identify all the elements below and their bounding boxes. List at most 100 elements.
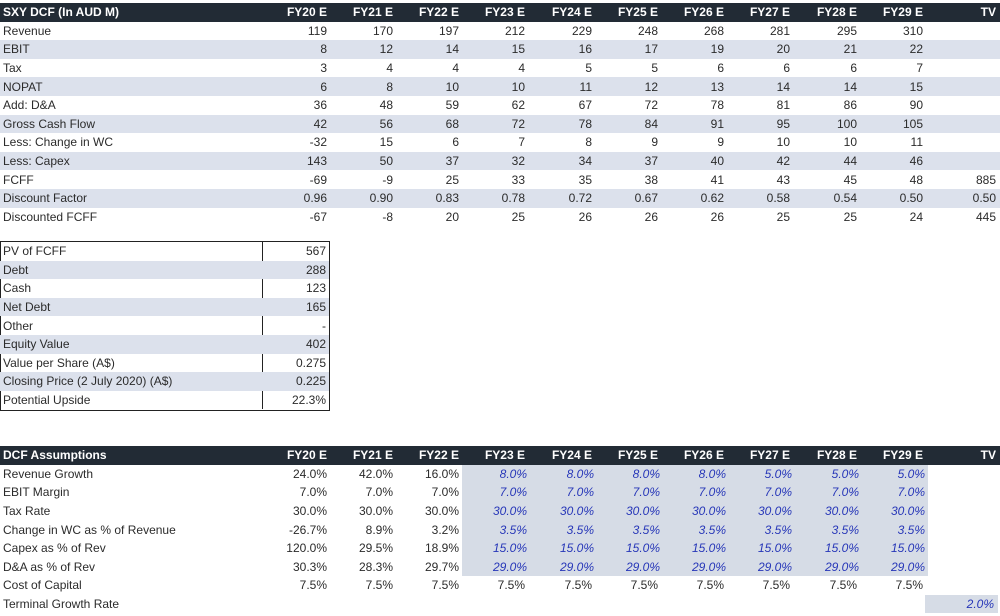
dcf-row: FCFF -69 -9 25 33 35 38 41 43 45 48 885 (0, 170, 1000, 189)
dcf-value: 7 (518, 135, 525, 150)
dcf-value: -69 (309, 172, 327, 187)
assump-value: 29.0% (595, 557, 663, 577)
assump-row-label: Revenue Growth (3, 466, 94, 481)
dcf-value: 119 (307, 23, 327, 38)
assump-value: 24.0% (292, 466, 327, 481)
assump-value (932, 576, 996, 595)
assump-value: 8.9% (365, 522, 393, 537)
dcf-value: 68 (445, 116, 459, 131)
assump-value: 3.5% (661, 520, 729, 539)
dcf-value: 229 (571, 23, 592, 38)
dcf-year-header: FY23 E (484, 5, 525, 20)
dcf-row-label: Discounted FCFF (3, 209, 98, 224)
assump-value (932, 558, 996, 577)
dcf-value: 295 (836, 23, 857, 38)
dcf-value: 19 (710, 42, 724, 57)
assump-value: 7.0% (462, 483, 530, 502)
dcf-value: 84 (644, 116, 658, 131)
dcf-value: 0.54 (833, 191, 857, 206)
dcf-value: 12 (644, 79, 658, 94)
dcf-value: 26 (578, 209, 592, 224)
assump-value: 5.0% (793, 464, 862, 484)
valuation-value: 402 (305, 337, 326, 352)
assump-value: 7.0% (793, 483, 862, 502)
assump-value: 7.5% (431, 578, 459, 593)
dcf-value: 42 (313, 116, 327, 131)
assump-row: Cost of Capital 7.5% 7.5% 7.5% 7.5% 7.5% 7.5% 7… (0, 576, 1000, 595)
dcf-value (932, 77, 996, 96)
dcf-value: 11 (579, 79, 592, 94)
dcf-value: 9 (651, 135, 658, 150)
dcf-value: 46 (909, 154, 923, 169)
dcf-value: 41 (710, 172, 724, 187)
assump-row-label: Cost of Capital (3, 578, 82, 593)
assump-year-header: FY20 E (286, 448, 327, 463)
assump-value (932, 520, 996, 539)
dcf-value: 0.96 (303, 191, 327, 206)
assump-value: 3.5% (528, 520, 597, 539)
assump-value: 3.2% (431, 522, 459, 537)
dcf-value: 4 (386, 61, 393, 76)
assump-value: 7.0% (528, 483, 597, 502)
dcf-value: 8 (585, 135, 592, 150)
valuation-row: Cash 123 (0, 279, 329, 298)
dcf-value: 0.50 (899, 191, 923, 206)
dcf-row: EBIT 8 12 14 15 16 17 19 20 21 22 (0, 40, 1000, 59)
assump-value: 30.0% (292, 504, 327, 519)
dcf-value: 6 (850, 61, 857, 76)
dcf-value: 10 (843, 135, 857, 150)
assump-value: 7.0% (365, 485, 393, 500)
dcf-value: 44 (843, 154, 857, 169)
dcf-value: 56 (379, 116, 393, 131)
dcf-value: 15 (909, 79, 923, 94)
dcf-value: 11 (910, 135, 923, 150)
dcf-value: 3 (320, 61, 327, 76)
valuation-label: Net Debt (3, 300, 51, 315)
assump-year-header: FY26 E (683, 448, 724, 463)
dcf-value (932, 133, 996, 152)
assump-row: Tax Rate 30.0% 30.0% 30.0% 30.0% 30.0% 30.0% 30… (0, 501, 1000, 521)
dcf-value: -32 (309, 135, 327, 150)
dcf-value: 26 (710, 209, 724, 224)
valuation-row: Potential Upside 22.3% (0, 391, 329, 410)
assump-value: 29.0% (860, 557, 928, 577)
assump-value: 7.0% (860, 483, 928, 502)
dcf-year-header: FY29 E (882, 5, 923, 20)
assump-value: 15.0% (727, 539, 795, 558)
dcf-value: 95 (776, 116, 790, 131)
valuation-label: Cash (3, 281, 32, 296)
dcf-value: 67 (578, 98, 592, 113)
assump-value: 8.0% (462, 464, 530, 484)
assump-value: 7.5% (630, 578, 658, 593)
valuation-value: 288 (305, 262, 326, 277)
valuation-row: Value per Share (A$) 0.275 (0, 354, 329, 373)
assump-year-header: FY28 E (816, 448, 857, 463)
valuation-label: Equity Value (3, 337, 70, 352)
assump-value: 30.0% (793, 501, 862, 521)
dcf-row-label: Less: Capex (3, 154, 70, 169)
dcf-value: 310 (902, 23, 923, 38)
dcf-row: Less: Change in WC -32 15 6 7 8 9 9 10 10 11 (0, 133, 1000, 152)
dcf-year-header: FY25 E (617, 5, 658, 20)
assump-value: 3.5% (462, 520, 530, 539)
dcf-value: 33 (511, 172, 525, 187)
assump-value: 15.0% (860, 539, 928, 558)
terminal-growth-row: Terminal Growth Rate 2.0% (0, 594, 1000, 614)
assump-value (932, 483, 996, 502)
assump-row: Change in WC as % of Revenue -26.7% 8.9% 3.… (0, 520, 1000, 539)
dcf-value: 25 (511, 209, 525, 224)
assump-value: 29.0% (793, 557, 862, 577)
assump-value: 8.0% (661, 464, 729, 484)
assump-value: 7.5% (829, 578, 857, 593)
dcf-value: 25 (445, 172, 459, 187)
dcf-value (932, 22, 996, 41)
dcf-value: 45 (843, 172, 857, 187)
dcf-value: 42 (776, 154, 790, 169)
assump-year-header: FY23 E (484, 448, 525, 463)
dcf-value: 197 (438, 23, 459, 38)
valuation-label: Other (3, 318, 34, 333)
dcf-value: 0.67 (634, 191, 658, 206)
dcf-year-header: FY27 E (749, 5, 790, 20)
assump-value: 42.0% (358, 466, 393, 481)
assump-row: EBIT Margin 7.0% 7.0% 7.0% 7.0% 7.0% 7.0% 7.0% 7… (0, 483, 1000, 502)
